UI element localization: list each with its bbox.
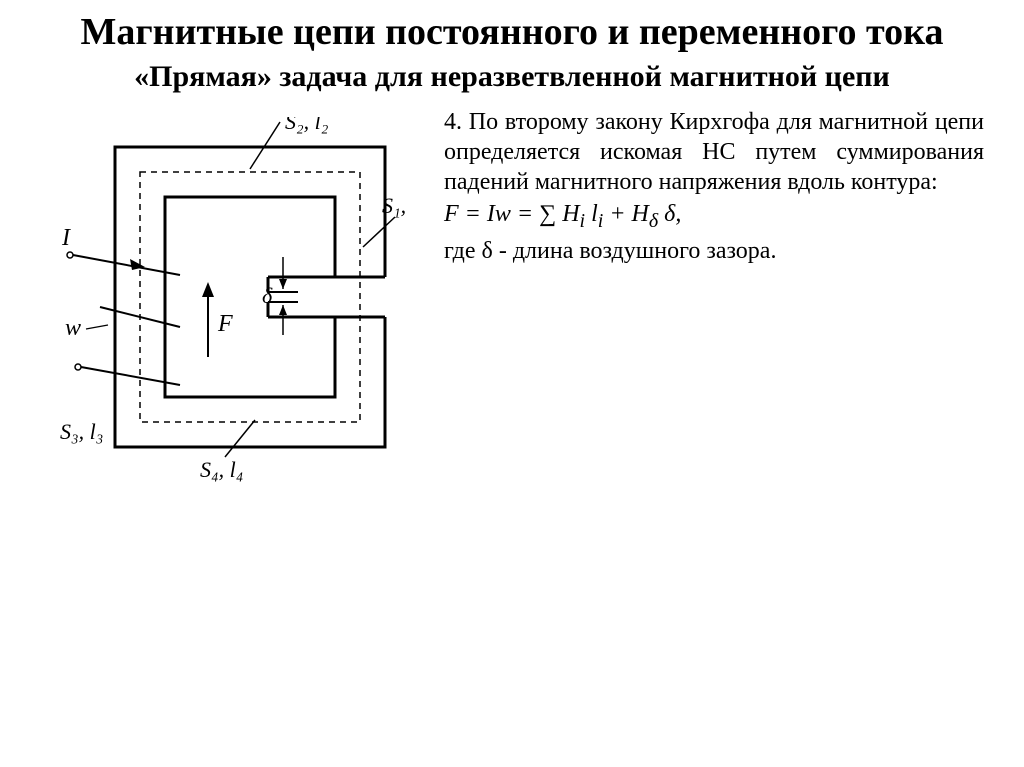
label-s1l1: S₁, l₁ [382,193,410,218]
label-s2l2: S₂, l₂ [285,117,329,134]
label-f: F [217,311,233,337]
subtitle: «Прямая» задача для неразветвленной магн… [40,58,984,96]
content-row: δ S₂, l₂ S₁, l₁ S₄, l₄ S₃, l₃ I [40,107,984,497]
label-i: I [61,225,71,251]
main-title: Магнитные цепи постоянного и переменного… [40,10,984,56]
where-line: где δ - длина воздушного зазора. [444,236,984,266]
label-s4l4: S₄, l₄ [200,457,243,482]
diagram-column: δ S₂, l₂ S₁, l₁ S₄, l₄ S₃, l₃ I [40,107,420,497]
label-w: w [65,315,81,341]
formula-mmf: F = Iw = ∑ Hi li + Hδ δ, [444,199,984,234]
text-column: 4. По второму закону Кирхгофа для магнит… [444,107,984,266]
label-s3l3: S₃, l₃ [60,419,103,444]
label-delta: δ [262,283,273,308]
magnetic-circuit-diagram: δ S₂, l₂ S₁, l₁ S₄, l₄ S₃, l₃ I [40,117,410,497]
paragraph-kirchhoff: 4. По второму закону Кирхгофа для магнит… [444,107,984,197]
